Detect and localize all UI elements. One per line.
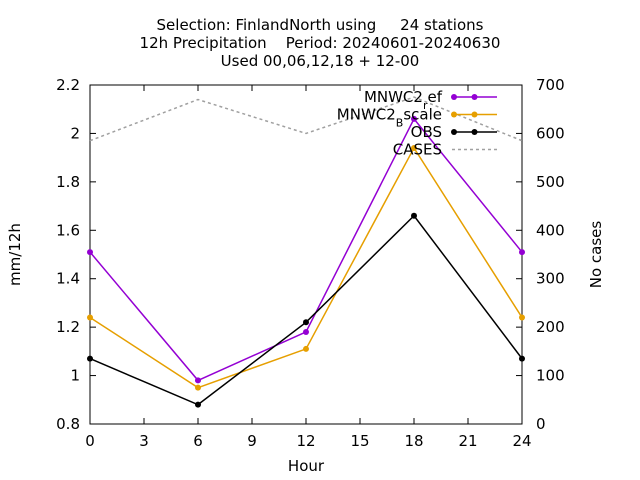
series-line-0 [89, 117, 523, 382]
y2-tick-label: 400 [536, 221, 565, 239]
series-point-1 [303, 345, 309, 352]
series-point-2 [411, 212, 417, 219]
x-tick-label: 18 [404, 432, 423, 450]
legend-marker-1 [451, 111, 457, 118]
y-axis-label: mm/12h [6, 223, 24, 286]
y-tick-label: 1.4 [56, 270, 80, 288]
x-tick-label: 12 [296, 432, 315, 450]
chart-title-line-2: 12h Precipitation Period: 20240601-20240… [139, 34, 501, 52]
x-tick-label: 6 [193, 432, 203, 450]
y-tick-label: 1.6 [56, 221, 80, 239]
y2-axis-label: No cases [587, 221, 605, 289]
series-point-1 [519, 314, 525, 321]
chart-title-line-3: Used 00,06,12,18 + 12-00 [220, 52, 420, 70]
legend-marker-0 [451, 94, 457, 100]
legend-marker-2 [471, 129, 478, 135]
series-point-1 [195, 384, 201, 391]
legend-label-2: OBS [411, 123, 442, 141]
y2-tick-label: 600 [536, 124, 565, 142]
y2-tick-label: 700 [536, 76, 565, 94]
chart-title-line-1: Selection: FinlandNorth using 24 station… [156, 16, 484, 34]
legend-marker-2 [451, 129, 457, 135]
y2-tick-label: 200 [536, 318, 565, 336]
series-line-3 [89, 96, 523, 142]
series-point-2 [195, 401, 201, 408]
series-line-2 [89, 214, 523, 406]
y-tick-label: 2 [70, 124, 80, 142]
series-lines [87, 96, 525, 408]
x-tick-label: 3 [139, 432, 149, 450]
x-axis-label: Hour [288, 457, 325, 475]
series-point-2 [303, 319, 309, 326]
series-point-0 [87, 249, 93, 256]
series-point-0 [303, 328, 309, 335]
y2-tick-label: 300 [536, 270, 565, 288]
y2-tick-label: 0 [536, 415, 546, 433]
x-tick-label: 9 [247, 432, 257, 450]
series-point-1 [87, 314, 93, 321]
x-tick-label: 15 [350, 432, 369, 450]
series-point-0 [195, 377, 201, 384]
x-tick-label: 0 [85, 432, 95, 450]
y-tick-label: 0.8 [56, 415, 80, 433]
series-point-0 [519, 249, 525, 256]
series-point-2 [519, 355, 525, 362]
legend-label-3: CASES [393, 141, 442, 159]
legend-label-1: MNWC2Bscale [337, 106, 442, 130]
y2-tick-label: 500 [536, 173, 565, 191]
y-tick-label: 2.2 [56, 76, 80, 94]
y-tick-label: 1.8 [56, 173, 80, 191]
series-point-1 [411, 144, 417, 151]
legend-marker-1 [471, 111, 478, 118]
plot-frame [89, 84, 523, 425]
y-tick-label: 1 [70, 367, 80, 385]
axes: 0 3 6 9 12 15 18 21 24 0.8 1 1.2 1.4 1.6 1.8 2 2.2 0 100 20… [6, 76, 605, 475]
x-tick-label: 21 [458, 432, 477, 450]
y-tick-label: 1.2 [56, 318, 80, 336]
legend-marker-0 [471, 94, 478, 100]
x-tick-label: 24 [512, 432, 531, 450]
series-point-2 [87, 355, 93, 362]
series-point-0 [411, 115, 417, 122]
y2-tick-label: 100 [536, 367, 565, 385]
